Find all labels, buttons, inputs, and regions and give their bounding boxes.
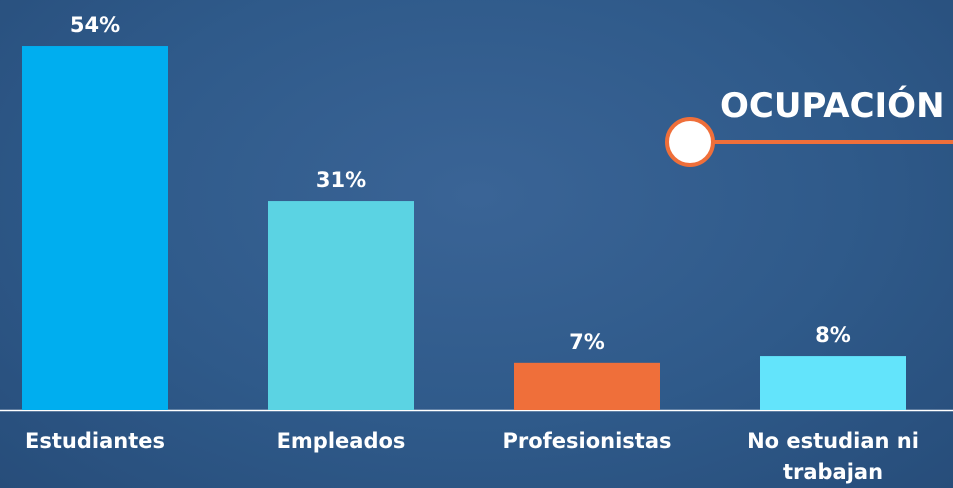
value-label: 54% bbox=[70, 13, 120, 37]
x-tick-label: Empleados bbox=[276, 429, 406, 453]
x-tick-label: No estudian ni trabajan bbox=[747, 429, 919, 484]
title-dot bbox=[665, 117, 715, 167]
bar bbox=[760, 356, 906, 410]
chart-title: OCUPACIÓN bbox=[720, 85, 945, 126]
x-tick-label: Profesionistas bbox=[502, 429, 672, 453]
bar bbox=[514, 362, 660, 410]
value-label: 7% bbox=[569, 330, 605, 354]
bar bbox=[268, 201, 414, 410]
bar bbox=[22, 46, 168, 410]
x-tick-label: Estudiantes bbox=[25, 429, 165, 453]
value-label: 8% bbox=[815, 323, 851, 347]
value-label: 31% bbox=[316, 168, 366, 192]
